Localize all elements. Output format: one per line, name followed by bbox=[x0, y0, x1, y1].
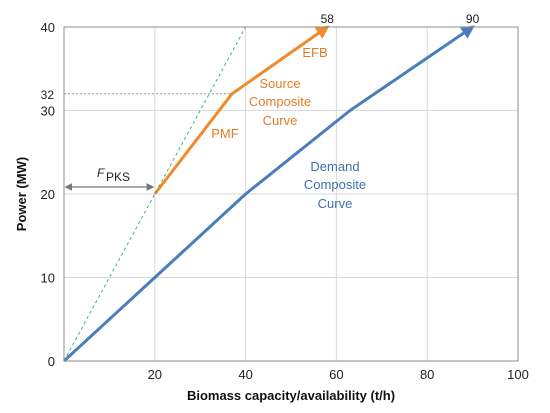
demand-curve-label-line1: Demand bbox=[310, 159, 359, 174]
fpks-label: F bbox=[97, 166, 105, 180]
y-tick-label-0: 0 bbox=[48, 354, 55, 369]
demand-end-label: 90 bbox=[466, 12, 480, 26]
source-end-label: 58 bbox=[321, 12, 335, 26]
series-line-demand-composite-curve bbox=[62, 25, 475, 363]
x-tick-label-80: 80 bbox=[420, 367, 434, 382]
series-lines bbox=[62, 25, 475, 363]
fpks-subscript-label: PKS bbox=[106, 170, 130, 184]
y-tick-label-30: 30 bbox=[41, 104, 55, 119]
x-tick-label-60: 60 bbox=[329, 367, 343, 382]
y-tick-label-10: 10 bbox=[41, 271, 55, 286]
demand-curve-label-line2: Composite bbox=[304, 177, 366, 192]
x-tick-label-100: 100 bbox=[507, 367, 529, 382]
y-tick-label-40: 40 bbox=[41, 20, 55, 35]
source-curve-label-line1: Source bbox=[259, 76, 300, 91]
tick-labels: 20 40 60 80 100 0 10 20 30 40 bbox=[41, 20, 529, 382]
y-tick-label-20: 20 bbox=[41, 187, 55, 202]
plot-frame bbox=[63, 26, 519, 362]
guide-lines bbox=[64, 93, 232, 191]
source-curve-label-line3: Curve bbox=[263, 113, 298, 128]
demand-curve-label-line3: Curve bbox=[318, 196, 353, 211]
source-curve-label-line2: Composite bbox=[249, 94, 311, 109]
x-tick-label-40: 40 bbox=[238, 367, 252, 382]
efb-label: EFB bbox=[302, 45, 327, 60]
y-marker-32-label: 32 bbox=[41, 88, 55, 102]
x-tick-label-20: 20 bbox=[148, 367, 162, 382]
axes bbox=[63, 26, 519, 362]
x-axis-label: Biomass capacity/availability (t/h) bbox=[187, 388, 395, 403]
series-line-source-composite-curve bbox=[153, 25, 330, 195]
pmf-label: PMF bbox=[211, 126, 239, 141]
y-axis-label: Power (MW) bbox=[14, 157, 29, 231]
